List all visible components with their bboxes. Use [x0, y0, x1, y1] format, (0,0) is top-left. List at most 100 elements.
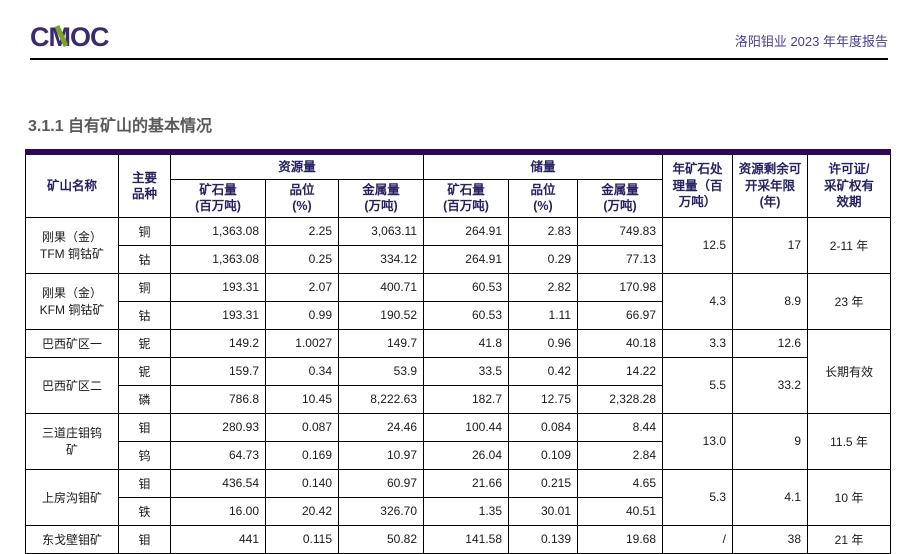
resource-grade-cell: 20.42: [265, 496, 339, 526]
col-header-main-variety: 主要 品种: [118, 151, 171, 218]
resource-grade-cell: 2.25: [265, 216, 339, 246]
reserve-grade-cell: 0.139: [508, 524, 578, 554]
processing-cell: /: [662, 524, 734, 554]
resource-metal-cell: 60.97: [338, 468, 424, 498]
processing-cell: 5.3: [662, 468, 734, 526]
reserve-ore-cell: 264.91: [423, 244, 509, 274]
mine-name-cell: 巴西矿区一: [25, 328, 119, 358]
license-cell: 长期有效: [807, 328, 892, 414]
col-header-remaining-years: 资源剩余可 开采年限 (年): [732, 151, 809, 218]
resource-metal-cell: 334.12: [338, 244, 424, 274]
table-row: 铁 16.00 20.42 326.70 1.35 30.01 40.51: [26, 496, 891, 526]
mine-name-cell: 上房沟钼矿: [25, 468, 119, 526]
resource-grade-cell: 0.115: [265, 524, 339, 554]
reserve-grade-cell: 1.11: [508, 300, 578, 330]
reserve-ore-cell: 100.44: [423, 412, 509, 442]
cmoc-logo: CMOC: [30, 22, 110, 52]
remaining-years-cell: 33.2: [732, 356, 809, 414]
processing-cell: 13.0: [662, 412, 734, 470]
resource-grade-cell: 0.25: [265, 244, 339, 274]
reserve-metal-cell: 8.44: [576, 412, 664, 442]
resource-grade-cell: 0.087: [265, 412, 339, 442]
resource-ore-cell: 1,363.08: [170, 216, 266, 246]
license-cell: 10 年: [807, 468, 892, 526]
resource-ore-cell: 149.2: [170, 328, 266, 358]
remaining-years-cell: 17: [732, 216, 809, 274]
processing-cell: 4.3: [662, 272, 734, 330]
table-row: 磷 786.8 10.45 8,222.63 182.7 12.75 2,328…: [26, 384, 891, 414]
processing-cell: 5.5: [662, 356, 734, 414]
license-cell: 2-11 年: [807, 216, 892, 274]
table-row: 钴 193.31 0.99 190.52 60.53 1.11 66.97: [26, 300, 891, 330]
reserve-grade-cell: 30.01: [508, 496, 578, 526]
resource-grade-cell: 1.0027: [265, 328, 339, 358]
table-row: 巴西矿区二 铌 159.7 0.34 53.9 33.5 0.42 14.22 …: [25, 356, 891, 414]
section-title: 3.1.1 自有矿山的基本情况: [28, 118, 213, 135]
variety-cell: 磷: [118, 384, 171, 414]
processing-cell: 12.5: [662, 216, 734, 274]
report-page: CMOC 洛阳钼业 2023 年年度报告 3.1.1 自有矿山的基本情况 矿山名…: [25, 22, 892, 554]
subheader-resource-grade: 品位 (%): [265, 179, 339, 218]
variety-cell: 钨: [118, 440, 171, 470]
resource-metal-cell: 3,063.11: [338, 216, 424, 246]
remaining-years-cell: 38: [732, 524, 809, 554]
reserve-grade-cell: 0.109: [508, 440, 578, 470]
resource-metal-cell: 149.7: [338, 328, 424, 358]
reserve-ore-cell: 33.5: [423, 356, 509, 386]
resource-ore-cell: 786.8: [170, 384, 266, 414]
reserve-grade-cell: 2.83: [508, 216, 578, 246]
reserve-metal-cell: 66.97: [576, 300, 664, 330]
reserve-metal-cell: 40.51: [576, 496, 664, 526]
resource-metal-cell: 53.9: [338, 356, 424, 386]
cmoc-logo-green-stroke: [54, 24, 69, 48]
reserve-grade-cell: 0.215: [508, 468, 578, 498]
mine-name-cell: 刚果（金） KFM 铜钴矿: [25, 272, 119, 330]
resource-ore-cell: 159.7: [170, 356, 266, 386]
reserve-metal-cell: 170.98: [576, 272, 664, 302]
reserve-metal-cell: 2.84: [576, 440, 664, 470]
resource-metal-cell: 326.70: [338, 496, 424, 526]
license-cell: 21 年: [807, 524, 892, 554]
resource-grade-cell: 2.07: [265, 272, 339, 302]
reserve-metal-cell: 19.68: [576, 524, 664, 554]
subheader-reserve-grade: 品位 (%): [508, 179, 578, 218]
reserve-ore-cell: 60.53: [423, 272, 509, 302]
table-row: 上房沟钼矿 钼 436.54 0.140 60.97 21.66 0.215 4…: [25, 468, 892, 526]
reserve-metal-cell: 749.83: [576, 216, 664, 246]
variety-cell: 铜: [118, 216, 171, 246]
reserve-ore-cell: 21.66: [423, 468, 509, 498]
resource-ore-cell: 64.73: [170, 440, 266, 470]
reserve-grade-cell: 0.96: [508, 328, 578, 358]
resource-metal-cell: 400.71: [338, 272, 424, 302]
remaining-years-cell: 9: [732, 412, 809, 470]
reserve-grade-cell: 0.084: [508, 412, 578, 442]
resource-grade-cell: 0.34: [265, 356, 339, 386]
mine-name-cell: 东戈壁钼矿: [25, 524, 119, 554]
reserve-grade-cell: 0.29: [508, 244, 578, 274]
resource-grade-cell: 0.169: [265, 440, 339, 470]
variety-cell: 铜: [118, 272, 171, 302]
table-row: 刚果（金） TFM 铜钴矿 铜 1,363.08 2.25 3,063.11 2…: [25, 216, 892, 274]
remaining-years-cell: 12.6: [732, 328, 809, 358]
variety-cell: 铌: [118, 356, 171, 386]
reserve-ore-cell: 264.91: [423, 216, 509, 246]
reserve-metal-cell: 40.18: [576, 328, 664, 358]
resource-ore-cell: 193.31: [170, 272, 266, 302]
license-cell: 23 年: [807, 272, 892, 330]
table-row: 东戈壁钼矿 钼 441 0.115 50.82 141.58 0.139 19.…: [25, 524, 892, 554]
mine-name-cell: 三道庄钼钨 矿: [25, 412, 119, 470]
resource-metal-cell: 50.82: [338, 524, 424, 554]
remaining-years-cell: 4.1: [732, 468, 809, 526]
variety-cell: 钴: [118, 244, 171, 274]
resource-ore-cell: 436.54: [170, 468, 266, 498]
subheader-reserve-ore: 矿石量 (百万吨): [423, 179, 509, 218]
resource-ore-cell: 16.00: [170, 496, 266, 526]
resource-metal-cell: 8,222.63: [338, 384, 424, 414]
resource-ore-cell: 280.93: [170, 412, 266, 442]
table-row: 三道庄钼钨 矿 钼 280.93 0.087 24.46 100.44 0.08…: [25, 412, 892, 470]
mine-name-cell: 巴西矿区二: [25, 356, 119, 414]
resource-grade-cell: 0.99: [265, 300, 339, 330]
reserve-grade-cell: 12.75: [508, 384, 578, 414]
processing-cell: 3.3: [662, 328, 734, 358]
group-header-resources: 资源量: [170, 151, 424, 180]
